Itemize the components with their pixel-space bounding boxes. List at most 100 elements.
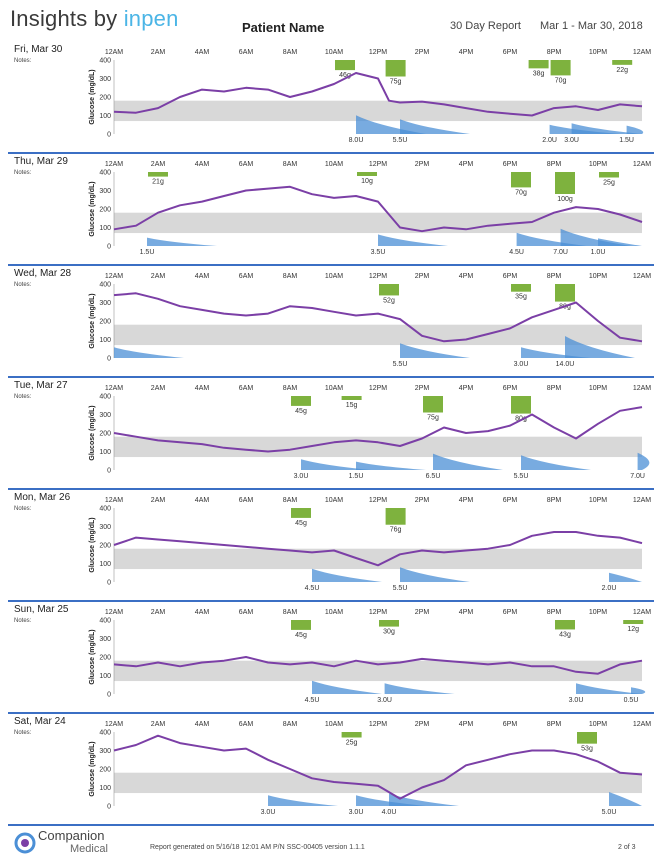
insulin-dose-curve <box>400 343 470 358</box>
time-tick-label: 2AM <box>151 49 166 56</box>
y-axis-label: Glucose (mg/dL) <box>89 293 96 348</box>
carbs-label: 76g <box>390 527 402 534</box>
carbs-bar <box>385 508 406 525</box>
carbs-bar <box>379 284 399 296</box>
insulin-dose-label: 4.5U <box>305 697 320 704</box>
insulin-dose-label: 2.0U <box>602 585 617 592</box>
time-tick-label: 2PM <box>415 497 430 504</box>
time-tick-label: 2AM <box>151 161 166 168</box>
time-tick-label: 4PM <box>459 721 474 728</box>
insulin-dose-curve <box>114 347 184 358</box>
glucose-chart: 12AM 2AM 4AM 6AM 8AM 10AM 12PM 2PM 4PM 6PM 8PM 10PM… <box>89 49 651 144</box>
time-tick-label: 4AM <box>195 273 210 280</box>
time-tick-label: 8AM <box>283 497 298 504</box>
time-tick-label: 6AM <box>239 273 254 280</box>
time-tick-label: 10AM <box>325 497 343 504</box>
glucose-chart: 12AM 2AM 4AM 6AM 8AM 10AM 12PM 2PM 4PM 6PM 8PM 10PM… <box>89 497 651 592</box>
day-label: Sun, Mar 25 <box>14 604 69 615</box>
time-tick-label: 6AM <box>239 385 254 392</box>
time-tick-label: 6PM <box>503 273 518 280</box>
target-range-band <box>114 100 642 122</box>
carbs-bar <box>357 172 377 176</box>
y-axis-label: Glucose (mg/dL) <box>89 741 96 796</box>
day-divider <box>8 600 654 602</box>
insulin-dose-curve <box>312 680 382 694</box>
day-label: Thu, Mar 29 <box>14 156 68 167</box>
time-tick-label: 10AM <box>325 49 343 56</box>
time-tick-label: 8PM <box>547 497 562 504</box>
time-tick-label: 4AM <box>195 609 210 616</box>
time-tick-label: 6PM <box>503 49 518 56</box>
time-tick-label: 8PM <box>547 721 562 728</box>
carbs-label: 21g <box>152 179 164 186</box>
insulin-dose-curve <box>571 123 642 134</box>
day-chart: Sat, Mar 24 Notes: 12AM 2AM 4AM 6AM 8AM 10AM 12P… <box>0 714 662 826</box>
time-tick-label: 4PM <box>459 273 474 280</box>
insulin-dose-curve <box>626 125 644 134</box>
glucose-chart: 12AM 2AM 4AM 6AM 8AM 10AM 12PM 2PM 4PM 6PM 8PM 10PM… <box>89 385 651 480</box>
time-tick-label: 12AM <box>105 721 123 728</box>
insulin-dose-label: 3.0U <box>514 361 529 368</box>
glucose-line <box>113 406 643 453</box>
time-tick-label: 10AM <box>325 273 343 280</box>
carbs-bar <box>379 620 399 627</box>
day-divider <box>8 712 654 714</box>
carbs-bar <box>511 172 531 188</box>
time-tick-label: 10PM <box>589 49 607 56</box>
time-tick-label: 8AM <box>283 49 298 56</box>
time-tick-label: 4AM <box>195 385 210 392</box>
insulin-dose-label: 14.0U <box>556 361 575 368</box>
time-tick-label: 6PM <box>503 609 518 616</box>
time-tick-label: 4PM <box>459 161 474 168</box>
target-range-band <box>114 212 642 234</box>
notes-label: Notes: <box>14 170 32 176</box>
insulin-dose-label: 7.0U <box>553 249 568 256</box>
time-tick-label: 6PM <box>503 161 518 168</box>
insulin-dose-curve <box>598 238 642 246</box>
insulin-dose-curve <box>384 683 455 694</box>
insulin-dose-label: 2.0U <box>542 137 557 144</box>
y-tick-label: 0 <box>107 356 111 363</box>
notes-label: Notes: <box>14 394 32 400</box>
insulin-dose-label: 0.5U <box>624 697 639 704</box>
insulin-dose-label: 6.5U <box>426 473 441 480</box>
time-tick-label: 4AM <box>195 49 210 56</box>
insulin-dose-curve <box>147 237 217 246</box>
day-chart: Mon, Mar 26 Notes: 12AM 2AM 4AM 6AM 8AM 10AM 12P… <box>0 490 662 602</box>
notes-label: Notes: <box>14 506 32 512</box>
time-tick-label: 2PM <box>415 161 430 168</box>
time-tick-label: 8PM <box>547 161 562 168</box>
day-divider <box>8 376 654 378</box>
carbs-bar <box>511 284 531 292</box>
time-tick-label: 8AM <box>283 273 298 280</box>
day-label: Wed, Mar 28 <box>14 268 72 279</box>
carbs-label: 100g <box>557 196 573 203</box>
time-tick-label: 10PM <box>589 385 607 392</box>
insulin-dose-curve <box>521 455 591 470</box>
time-tick-label: 2PM <box>415 609 430 616</box>
y-tick-label: 200 <box>99 767 111 774</box>
insulin-dose-curve <box>356 795 426 806</box>
insulin-dose-curve <box>516 232 587 246</box>
time-tick-label: 12PM <box>369 721 387 728</box>
time-tick-label: 8PM <box>547 273 562 280</box>
insulin-dose-label: 1.5U <box>619 137 634 144</box>
time-tick-label: 12AM <box>105 497 123 504</box>
y-tick-label: 400 <box>99 506 111 513</box>
report-date-range: Mar 1 - Mar 30, 2018 <box>540 20 643 32</box>
patient-name: Patient Name <box>242 20 325 35</box>
insulin-dose-label: 3.0U <box>377 697 392 704</box>
time-tick-label: 8PM <box>547 49 562 56</box>
carbs-label: 70g <box>515 189 527 196</box>
insights-logo: Insights by inpen <box>10 6 179 32</box>
time-tick-label: 4PM <box>459 385 474 392</box>
time-tick-label: 6PM <box>503 385 518 392</box>
insulin-dose-curve <box>356 115 426 134</box>
insulin-dose-label: 7.0U <box>630 473 645 480</box>
y-tick-label: 200 <box>99 207 111 214</box>
insulin-dose-label: 5.0U <box>602 809 617 816</box>
carbs-label: 25g <box>603 180 615 187</box>
carbs-bar <box>385 60 406 77</box>
day-divider <box>8 488 654 490</box>
insulin-dose-curve <box>631 687 646 694</box>
